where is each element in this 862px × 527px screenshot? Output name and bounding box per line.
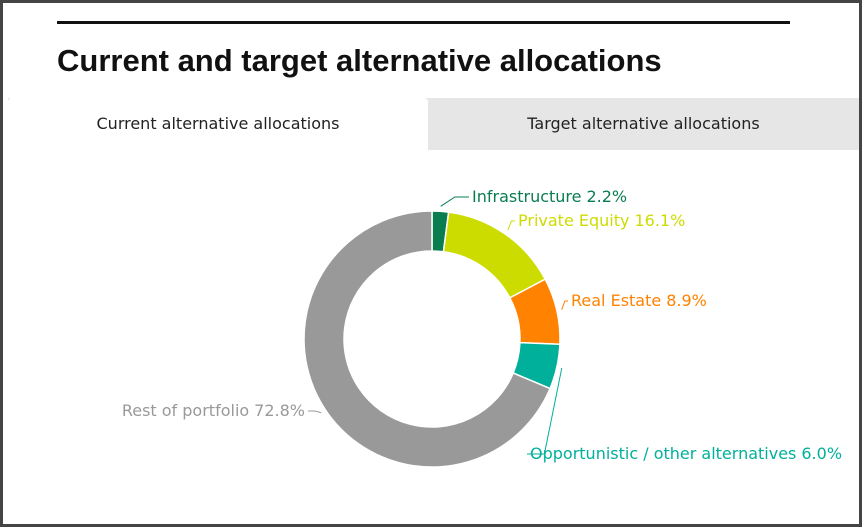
slice-value: 6.0% xyxy=(801,444,842,463)
slice-value: 72.8% xyxy=(254,401,305,420)
slice-label: Real Estate 8.9% xyxy=(571,291,707,310)
slice-name: Real Estate xyxy=(571,291,661,310)
chart: Infrastructure 2.2% Private Equity 16.1% Rea… xyxy=(122,187,842,468)
slice-label: Private Equity 16.1% xyxy=(518,211,685,230)
tab-bar: Current alternative allocations Target a… xyxy=(8,98,859,150)
top-rule xyxy=(57,21,790,24)
leader-line xyxy=(308,410,322,414)
slice-value: 8.9% xyxy=(666,291,707,310)
slice-value: 16.1% xyxy=(634,211,685,230)
slice-name: Opportunistic / other alternatives xyxy=(530,444,796,463)
slice-name: Private Equity xyxy=(518,211,629,230)
tab[interactable]: Target alternative allocations xyxy=(527,114,760,133)
tab[interactable]: Current alternative allocations xyxy=(8,98,428,150)
leader-line xyxy=(561,300,568,310)
donut-slice xyxy=(303,210,552,468)
slice-value: 2.2% xyxy=(586,187,627,206)
leader-line xyxy=(507,220,515,230)
slice-name: Rest of portfolio xyxy=(122,401,249,420)
leader-line xyxy=(440,196,469,207)
slice-name: Infrastructure xyxy=(472,187,581,206)
slice-label: Rest of portfolio 72.8% xyxy=(122,401,305,420)
leader-line xyxy=(527,367,563,455)
slice-label: Infrastructure 2.2% xyxy=(472,187,627,206)
slice-label: Opportunistic / other alternatives 6.0% xyxy=(530,444,842,463)
title: Current and target alternative allocatio… xyxy=(57,43,662,78)
